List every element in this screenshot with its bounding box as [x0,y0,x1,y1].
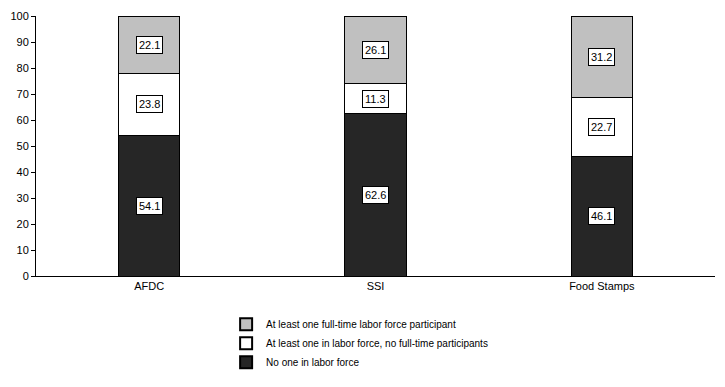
svg-text:54.1: 54.1 [139,200,160,212]
svg-text:10: 10 [17,244,29,256]
svg-text:80: 80 [17,62,29,74]
svg-text:22.1: 22.1 [139,39,160,51]
svg-text:40: 40 [17,166,29,178]
svg-text:31.2: 31.2 [591,51,612,63]
svg-text:70: 70 [17,88,29,100]
svg-text:100: 100 [10,10,28,22]
svg-text:90: 90 [17,36,29,48]
svg-text:11.3: 11.3 [365,93,386,105]
svg-text:22.7: 22.7 [591,121,612,133]
svg-text:62.6: 62.6 [365,189,386,201]
svg-text:46.1: 46.1 [591,210,612,222]
svg-text:0: 0 [23,270,29,282]
svg-text:AFDC: AFDC [134,280,164,292]
svg-text:Food Stamps: Food Stamps [569,280,635,292]
svg-text:20: 20 [17,218,29,230]
svg-text:At least one full-time labor f: At least one full-time labor force parti… [266,319,456,330]
svg-text:No one in labor force: No one in labor force [266,357,359,368]
svg-text:30: 30 [17,192,29,204]
svg-text:50: 50 [17,140,29,152]
svg-text:SSI: SSI [367,280,385,292]
svg-text:26.1: 26.1 [365,44,386,56]
svg-text:At least one in labor force, n: At least one in labor force, no full-tim… [266,338,488,349]
svg-text:23.8: 23.8 [139,98,160,110]
svg-text:60: 60 [17,114,29,126]
